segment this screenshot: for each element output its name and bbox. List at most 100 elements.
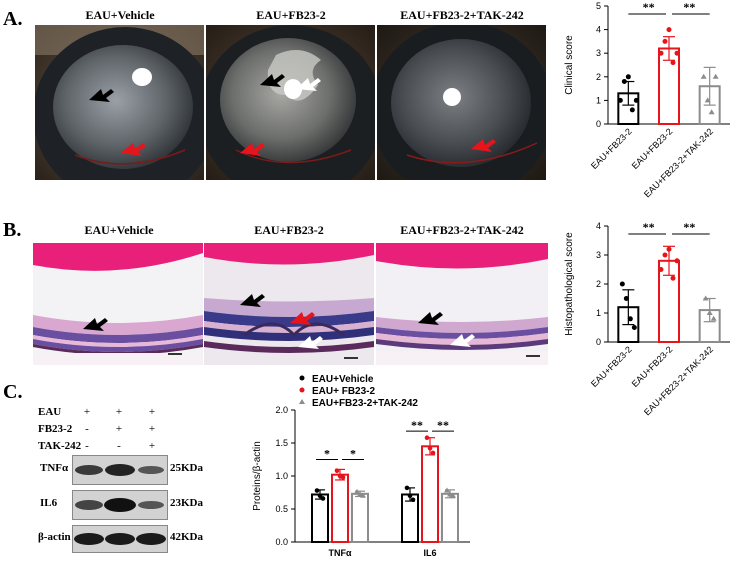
histo-title-vehicle: EAU+Vehicle bbox=[84, 223, 154, 237]
legend-marker bbox=[299, 387, 305, 393]
data-point bbox=[662, 38, 668, 44]
wb-row-label-tak: TAK-242 bbox=[38, 440, 82, 452]
panel-label-b: B. bbox=[3, 219, 22, 241]
wb-row-label-fb23: FB23-2 bbox=[38, 423, 73, 435]
data-point bbox=[670, 60, 676, 66]
x-tick-label: EAU+FB23-2+TAK-242 bbox=[642, 344, 715, 416]
data-point bbox=[407, 493, 413, 499]
histology-fb23 bbox=[204, 243, 374, 365]
y-tick-label: 3 bbox=[596, 48, 601, 58]
y-tick-label: 2 bbox=[596, 72, 601, 82]
data-point bbox=[706, 310, 713, 315]
photo-title-tak: EAU+FB23-2+TAK-242 bbox=[400, 8, 524, 22]
data-point bbox=[633, 97, 639, 103]
data-point bbox=[314, 488, 320, 493]
y-tick-label: 0.5 bbox=[275, 504, 288, 514]
legend-marker bbox=[299, 399, 305, 404]
data-point bbox=[360, 492, 366, 498]
data-point bbox=[708, 109, 715, 115]
data-point bbox=[410, 497, 416, 503]
histopathological-score-chart: 0 1 2 3 4 Histopathological score EAU+FB23-2EA… bbox=[564, 220, 730, 416]
data-point bbox=[627, 316, 633, 322]
data-point bbox=[317, 493, 323, 499]
y-tick-label: 0.0 bbox=[275, 537, 288, 547]
data-point bbox=[674, 50, 680, 56]
photo-title-vehicle: EAU+Vehicle bbox=[85, 8, 155, 22]
data-point bbox=[623, 296, 629, 301]
wb-kda-il6: 23KDa bbox=[170, 497, 203, 509]
legend-label: EAU+ FB23-2 bbox=[312, 386, 376, 397]
significance-mark: ** bbox=[411, 418, 423, 432]
y-axis-label: Histopathological score bbox=[564, 232, 575, 336]
data-point bbox=[354, 488, 360, 494]
bar bbox=[331, 473, 349, 543]
wb-sym: - bbox=[85, 423, 89, 435]
bar bbox=[311, 493, 329, 544]
bar bbox=[441, 492, 459, 543]
wb-sym: - bbox=[117, 440, 121, 452]
wb-sym: + bbox=[83, 406, 91, 418]
significance-mark: ** bbox=[683, 220, 695, 234]
y-tick-label: 1 bbox=[596, 95, 601, 105]
y-tick-label: 0 bbox=[596, 119, 601, 129]
y-tick-label: 4 bbox=[596, 25, 601, 35]
y-tick-label: 1.0 bbox=[275, 471, 288, 481]
wb-sym: + bbox=[115, 406, 123, 418]
bar bbox=[351, 492, 369, 543]
wb-kda-actin: 42KDa bbox=[170, 531, 203, 543]
wb-sym: - bbox=[85, 440, 89, 452]
bar bbox=[421, 445, 439, 543]
data-point bbox=[670, 275, 676, 281]
legend-label: EAU+FB23-2+TAK-242 bbox=[312, 398, 418, 409]
legend-label: EAU+Vehicle bbox=[312, 374, 374, 385]
wb-blot-il6 bbox=[72, 490, 168, 520]
data-point bbox=[404, 485, 410, 491]
y-tick-label: 5 bbox=[596, 1, 601, 11]
data-point bbox=[450, 492, 456, 498]
significance-mark: ** bbox=[643, 0, 655, 14]
significance-mark: * bbox=[324, 447, 330, 461]
data-point bbox=[320, 496, 326, 501]
wb-sym: + bbox=[115, 423, 123, 435]
data-point bbox=[712, 73, 719, 79]
data-point bbox=[658, 50, 664, 56]
significance-mark: ** bbox=[683, 0, 695, 14]
y-tick-label: 0 bbox=[596, 337, 601, 347]
data-point bbox=[674, 258, 680, 264]
data-point bbox=[666, 246, 672, 252]
data-point bbox=[430, 450, 436, 456]
data-point bbox=[662, 252, 668, 258]
eye-photo-vehicle bbox=[35, 25, 204, 180]
legend-marker bbox=[299, 375, 305, 381]
y-tick-label: 3 bbox=[596, 250, 601, 260]
histology-tak bbox=[376, 243, 548, 365]
wb-row-label-eau: EAU bbox=[38, 406, 62, 418]
eye-photo-tak bbox=[377, 25, 546, 180]
wb-sym: + bbox=[148, 406, 156, 418]
histo-title-fb23: EAU+FB23-2 bbox=[254, 223, 324, 237]
panel-label-c: C. bbox=[3, 381, 23, 403]
wb-blot-actin bbox=[72, 525, 168, 553]
y-tick-label: 1 bbox=[596, 308, 601, 318]
clinical-score-chart: 0 1 2 3 4 5 Clinical score EAU+FB23-2EAU+FB23-2… bbox=[564, 0, 730, 199]
panel-label-a: A. bbox=[3, 8, 23, 30]
data-point bbox=[427, 445, 433, 451]
data-point bbox=[621, 79, 627, 85]
data-point bbox=[710, 315, 717, 321]
significance-mark: * bbox=[350, 447, 356, 461]
data-point bbox=[340, 475, 346, 480]
x-tick-label: EAU+FB23-2 bbox=[630, 344, 675, 389]
photo-title-fb23: EAU+FB23-2 bbox=[256, 8, 326, 22]
data-point bbox=[631, 325, 637, 330]
data-point bbox=[702, 295, 709, 301]
y-tick-label: 2 bbox=[596, 279, 601, 289]
x-tick-label: EAU+FB23-2+TAK-242 bbox=[642, 126, 715, 199]
x-tick-label: IL6 bbox=[423, 548, 436, 558]
wb-band-label-tnfa: TNFα bbox=[40, 462, 69, 474]
significance-mark: ** bbox=[437, 418, 449, 432]
data-point bbox=[704, 97, 711, 103]
data-point bbox=[424, 435, 430, 441]
data-point bbox=[357, 491, 363, 497]
y-tick-label: 4 bbox=[596, 221, 601, 231]
